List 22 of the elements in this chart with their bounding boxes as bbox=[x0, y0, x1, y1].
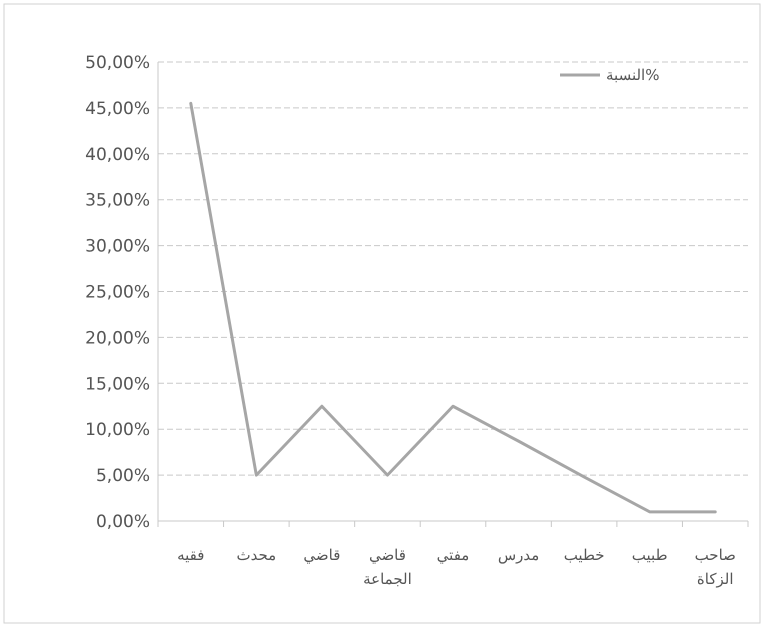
y-tick-label: 0,00% bbox=[96, 512, 150, 532]
y-tick-label: 20,00% bbox=[85, 328, 150, 348]
y-tick-label: 40,00% bbox=[85, 144, 150, 165]
x-tick-label: مفتي bbox=[436, 546, 470, 564]
x-tick-label: قاضي bbox=[303, 546, 340, 564]
y-tick-label: 30,00% bbox=[85, 236, 150, 257]
y-tick-label: 5,00% bbox=[96, 466, 150, 486]
x-tick-label: قاضي الجماعة bbox=[363, 546, 412, 588]
y-tick-label: 10,00% bbox=[85, 420, 150, 440]
x-tick-label: محدث bbox=[236, 546, 276, 564]
y-tick-label: 50,00% bbox=[85, 53, 150, 73]
line-series bbox=[189, 102, 717, 514]
x-tick-label: فقيه bbox=[177, 546, 204, 564]
y-tick-label: 15,00% bbox=[85, 374, 150, 394]
y-tick-label: 45,00% bbox=[85, 98, 150, 119]
x-tick-label: خطيب bbox=[564, 546, 605, 564]
x-tick-label: طبيب bbox=[632, 546, 668, 564]
legend-label: النسبة% bbox=[606, 66, 660, 84]
x-tick-label: صاحب الزكاة bbox=[694, 546, 736, 588]
y-tick-label: 25,00% bbox=[85, 282, 150, 302]
y-tick-label: 35,00% bbox=[85, 190, 150, 211]
x-tick-label: مدرس bbox=[498, 546, 540, 564]
